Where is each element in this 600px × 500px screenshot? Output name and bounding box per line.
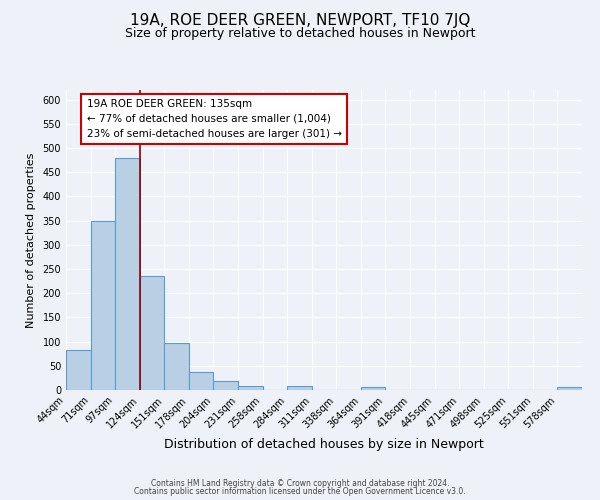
Bar: [140, 276, 164, 390]
Bar: [214, 382, 238, 390]
Bar: [361, 387, 385, 390]
Text: Size of property relative to detached houses in Newport: Size of property relative to detached ho…: [125, 28, 475, 40]
Text: Contains public sector information licensed under the Open Government Licence v3: Contains public sector information licen…: [134, 487, 466, 496]
Bar: [115, 158, 140, 390]
Bar: [238, 386, 263, 390]
Bar: [66, 350, 91, 390]
Bar: [189, 372, 214, 390]
X-axis label: Distribution of detached houses by size in Newport: Distribution of detached houses by size …: [164, 438, 484, 451]
Text: 19A, ROE DEER GREEN, NEWPORT, TF10 7JQ: 19A, ROE DEER GREEN, NEWPORT, TF10 7JQ: [130, 12, 470, 28]
Bar: [287, 386, 312, 390]
Bar: [164, 343, 189, 390]
Text: 19A ROE DEER GREEN: 135sqm
← 77% of detached houses are smaller (1,004)
23% of s: 19A ROE DEER GREEN: 135sqm ← 77% of deta…: [86, 99, 341, 138]
Y-axis label: Number of detached properties: Number of detached properties: [26, 152, 35, 328]
Text: Contains HM Land Registry data © Crown copyright and database right 2024.: Contains HM Land Registry data © Crown c…: [151, 478, 449, 488]
Bar: [91, 220, 115, 390]
Bar: [557, 387, 582, 390]
